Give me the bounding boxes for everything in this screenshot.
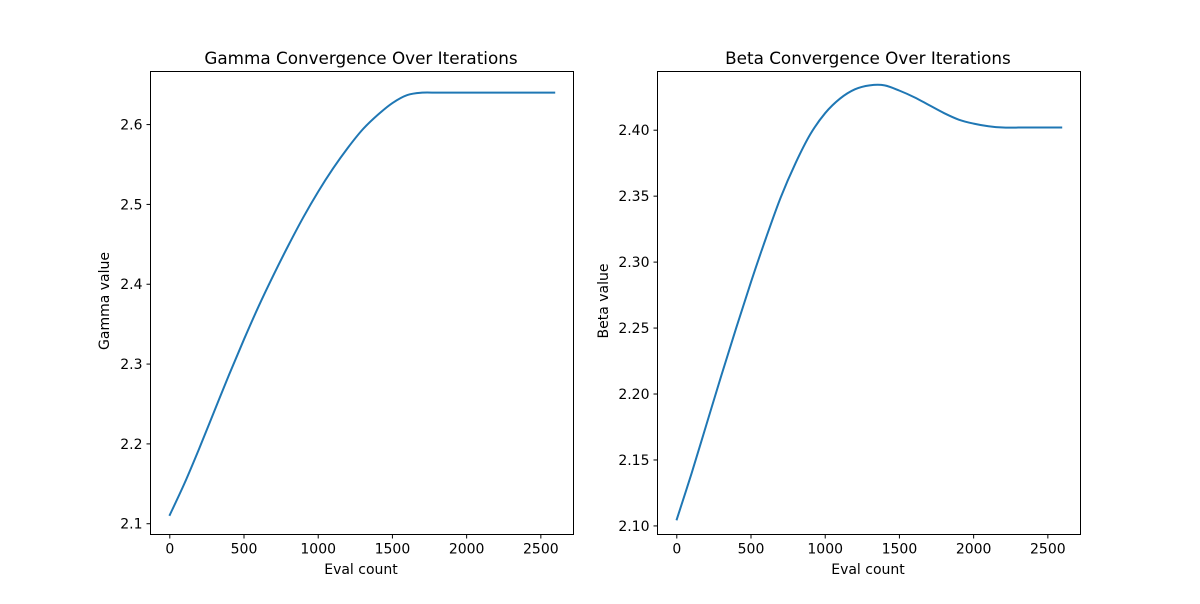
beta-chart-title: Beta Convergence Over Iterations [725,48,1011,68]
gamma-y-axis-label: Gamma value [97,252,113,350]
beta-plot-frame [657,71,1081,535]
beta-y-ticks: 2.10 2.15 2.20 2.25 2.30 2.35 2.40 [618,123,658,535]
beta-y-tick-label: 2.40 [618,123,649,139]
beta-y-tick-label: 2.35 [618,189,649,205]
beta-y-tick-label: 2.25 [618,321,649,337]
gamma-plot-frame [150,71,574,535]
gamma-y-tick-label: 2.1 [120,517,142,533]
gamma-x-axis-label: Eval count [324,562,398,578]
beta-x-tick-label: 1000 [807,542,843,558]
gamma-x-tick-label: 2500 [523,542,559,558]
beta-x-tick-label: 2500 [1030,542,1066,558]
gamma-y-tick-label: 2.4 [120,277,142,293]
gamma-x-tick-label: 1500 [375,542,411,558]
gamma-x-tick-label: 0 [165,542,174,558]
gamma-x-tick-label: 500 [231,542,258,558]
beta-chart: Beta Convergence Over Iterations Eval co… [596,48,1081,578]
beta-y-tick-label: 2.20 [618,387,649,403]
beta-y-tick-label: 2.30 [618,255,649,271]
beta-x-tick-label: 2000 [956,542,992,558]
beta-y-tick-label: 2.15 [618,453,649,469]
beta-x-tick-label: 0 [672,542,681,558]
gamma-y-tick-label: 2.3 [120,357,142,373]
gamma-y-tick-label: 2.2 [120,437,142,453]
beta-y-axis-label: Beta value [596,264,612,339]
gamma-y-tick-label: 2.6 [120,118,142,134]
beta-series-line [675,83,1063,521]
beta-x-tick-label: 500 [738,542,765,558]
gamma-y-ticks: 2.1 2.2 2.3 2.4 2.5 2.6 [120,118,151,533]
gamma-chart-title: Gamma Convergence Over Iterations [204,48,517,68]
gamma-x-ticks: 0 500 1000 1500 2000 2500 [165,534,559,558]
gamma-series-line [168,91,556,517]
gamma-chart: Gamma Convergence Over Iterations Eval c… [97,48,574,578]
beta-y-tick-label: 2.10 [618,519,649,535]
gamma-y-tick-label: 2.5 [120,197,142,213]
gamma-x-tick-label: 2000 [449,542,485,558]
beta-x-tick-label: 1500 [882,542,918,558]
beta-x-axis-label: Eval count [831,562,905,578]
gamma-x-tick-label: 1000 [300,542,336,558]
beta-x-ticks: 0 500 1000 1500 2000 2500 [672,534,1066,558]
